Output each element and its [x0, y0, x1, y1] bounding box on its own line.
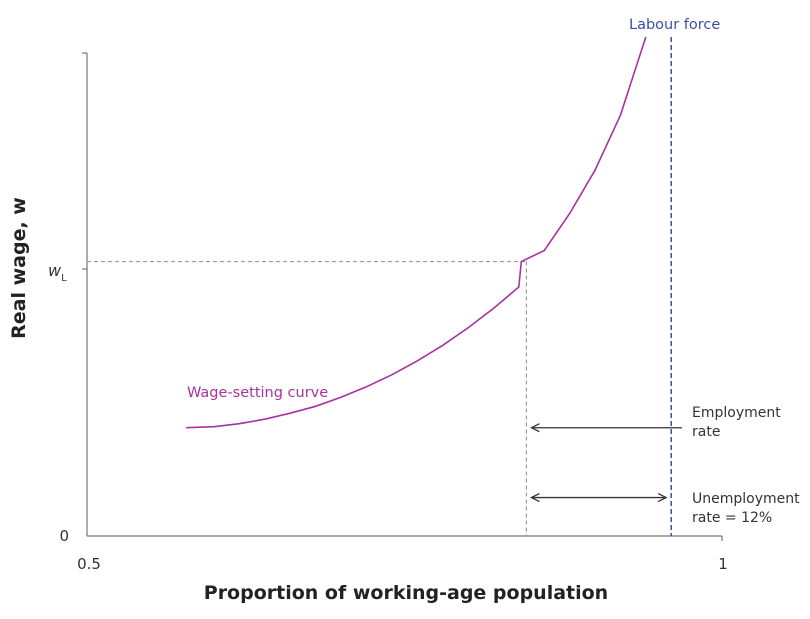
x-tick-label-min: 0.5: [77, 555, 101, 573]
x-tick-label-max: 1: [718, 555, 728, 573]
wl-tick-label: wL: [48, 261, 67, 284]
unemployment-rate-label: Unemployment rate = 12%: [692, 491, 804, 526]
wage-setting-curve: [186, 36, 647, 429]
unemployment-rate-label-line2: rate = 12%: [692, 510, 772, 526]
y-tick-label-zero: 0: [59, 527, 69, 545]
wage-setting-curve-label: Wage-setting curve: [187, 385, 328, 401]
x-axis-title: Proportion of working-age population: [204, 582, 608, 604]
employment-rate-label-line2: rate: [692, 424, 720, 440]
wl-tick-subscript: L: [61, 273, 67, 284]
employment-rate-label-line1: Employment: [692, 405, 781, 421]
unemployment-rate-label-line1: Unemployment: [692, 491, 800, 507]
y-axis-title: Real wage, w: [8, 197, 30, 339]
wl-tick-letter: w: [48, 261, 62, 280]
labour-force-label: Labour force: [629, 17, 720, 33]
employment-rate-label: Employment rate: [692, 405, 785, 440]
